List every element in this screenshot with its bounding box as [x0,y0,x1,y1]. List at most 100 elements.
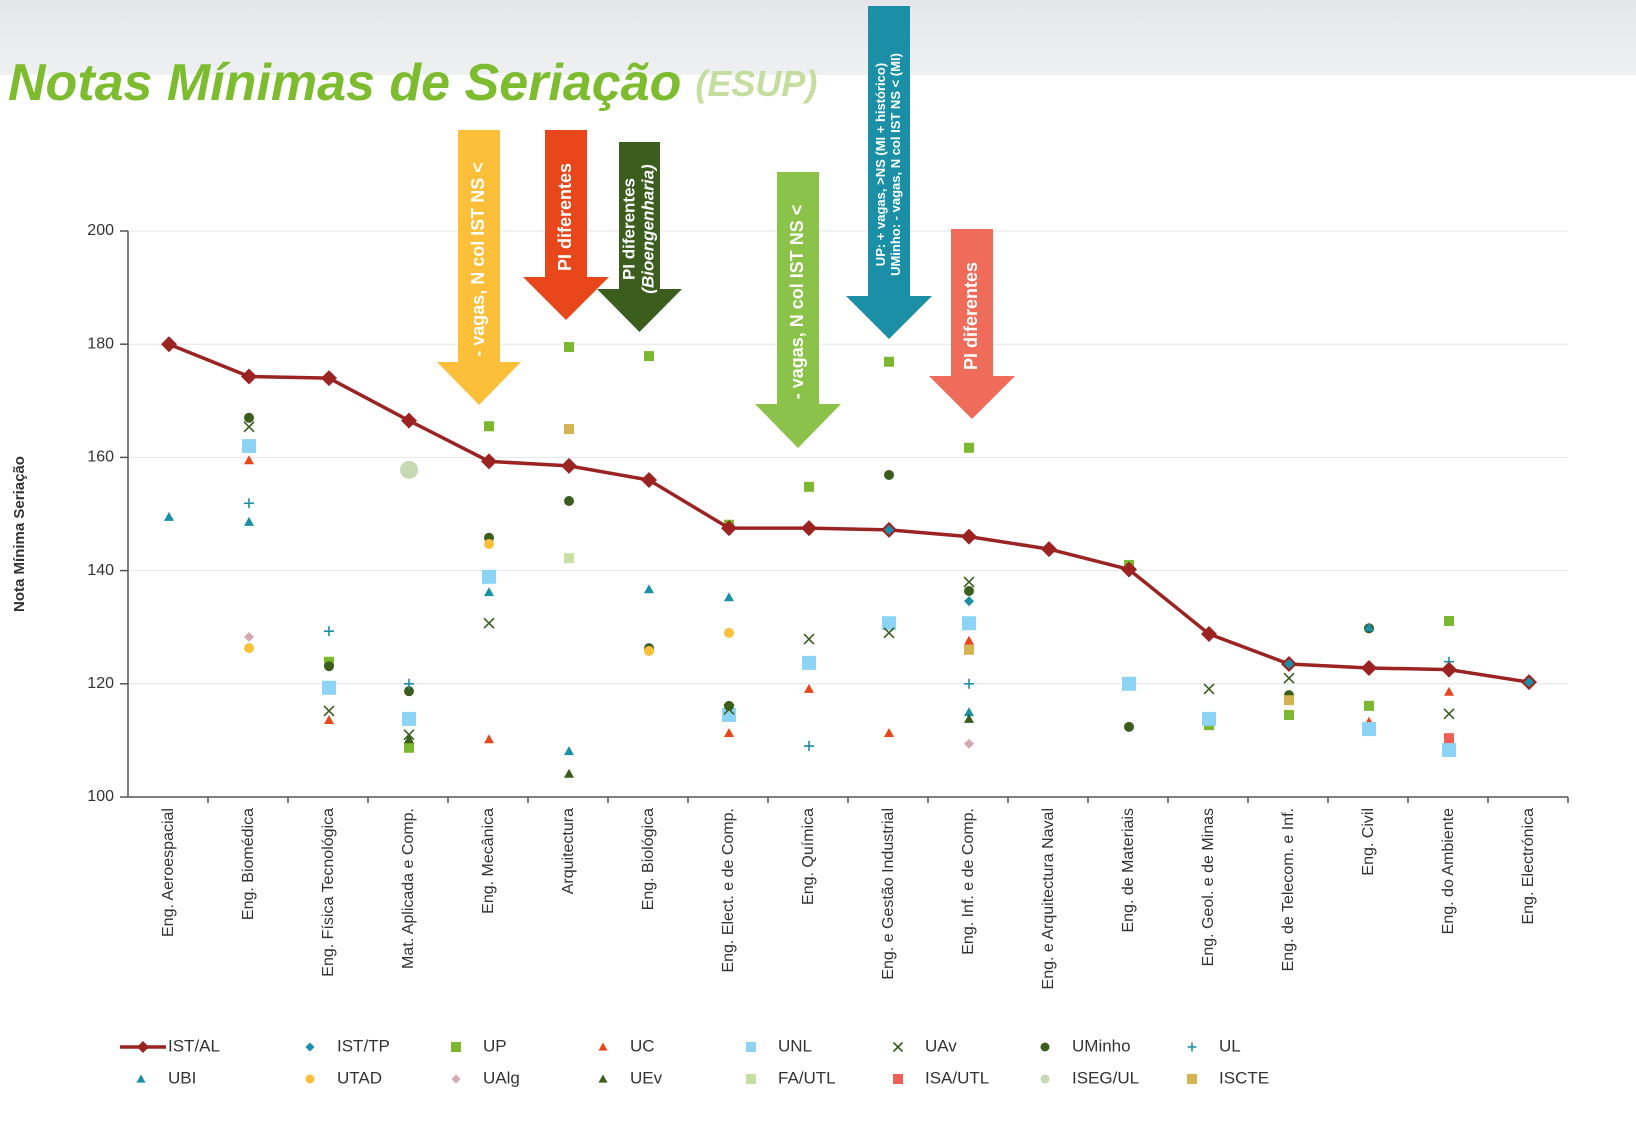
marker-plus [804,741,814,752]
marker-triangle [964,713,974,723]
x-tick-label: Eng. Electrónica [1520,808,1537,925]
legend-label: UBI [168,1068,196,1087]
marker-triangle [136,1074,146,1083]
marker-square [402,711,416,726]
marker-x [483,617,495,629]
marker-plus [964,678,974,689]
marker-square [451,1042,461,1052]
subtitle: (ESUP) [695,63,817,104]
marker-circle [564,495,574,506]
marker-square [746,1042,756,1052]
marker-square [564,342,574,353]
marker-diamond [964,596,974,607]
marker-x [1443,708,1455,720]
legend-label: UEv [630,1068,663,1087]
marker-circle [244,643,254,654]
x-tick-label: Eng. Aeroespacial [160,808,177,937]
marker-square [804,481,814,492]
x-tick-label: Eng. de Telecom. e Inf. [1280,808,1297,971]
marker-circle [400,460,418,479]
marker-diamond [1441,661,1457,678]
marker-x [963,576,975,588]
marker-triangle [404,734,414,744]
marker-circle [305,1074,315,1084]
marker-diamond [961,528,977,545]
marker-square [322,680,336,695]
marker-square [564,553,574,564]
legend-label: FA/UTL [778,1068,836,1087]
y-axis-label: Nota Mínima Seriação [11,456,28,612]
marker-x [883,627,895,639]
annotation-text: (Bioengenharia) [638,164,657,294]
legend-label: UC [630,1036,655,1055]
marker-diamond [721,520,737,537]
y-tick-label: 200 [87,222,114,239]
marker-diamond [884,524,894,535]
marker-triangle [564,746,574,756]
y-tick-label: 100 [87,788,114,805]
marker-plus [1187,1042,1197,1052]
marker-triangle [598,1042,608,1051]
marker-triangle [1364,622,1374,632]
marker-triangle [244,516,254,526]
marker-diamond [321,370,337,387]
annotation-arrow [523,130,609,320]
marker-square [1444,615,1454,626]
marker-square [884,356,894,367]
marker-triangle [1444,686,1454,696]
annotation-text: - vagas, N col IST NS < [468,162,488,357]
x-tick-label: Eng. de Materiais [1120,808,1137,933]
marker-square [964,442,974,453]
y-tick-label: 120 [87,675,114,692]
marker-square [1284,709,1294,720]
marker-square [1442,743,1456,758]
x-tick-label: Eng. Geol. e de Minas [1200,808,1217,966]
marker-diamond [241,368,257,385]
x-tick-label: Arquitectura [560,808,577,894]
marker-triangle [244,455,254,465]
marker-circle [484,538,494,549]
marker-triangle [644,584,654,594]
legend-label: ISCTE [1219,1068,1269,1087]
marker-diamond [1524,677,1534,688]
marker-diamond [161,336,177,353]
marker-plus [244,498,254,509]
legend-label: UL [1219,1036,1241,1055]
marker-square [1202,711,1216,726]
y-tick-label: 180 [87,335,114,352]
marker-circle [244,412,254,423]
marker-x [1203,683,1215,695]
marker-diamond [244,631,254,642]
legend-label: UAv [925,1036,957,1055]
marker-square [802,655,816,670]
marker-diamond [137,1041,149,1053]
marker-diamond [964,738,974,749]
x-tick-label: Eng. Civil [1360,808,1377,876]
marker-triangle [564,768,574,778]
annotation-text: PI diferentes [619,178,638,280]
marker-circle [964,585,974,596]
x-tick-label: Eng. Química [800,808,817,905]
legend-label: UAlg [483,1068,520,1087]
marker-square [962,616,976,631]
legend-label: IST/TP [337,1036,390,1055]
marker-x [803,633,815,645]
marker-triangle [164,511,174,521]
marker-triangle [884,728,894,738]
marker-square [1122,676,1136,691]
marker-square [1187,1074,1197,1084]
marker-square [564,424,574,435]
annotation-text: UP: + vagas, >NS (MI + histórico) [873,63,888,266]
marker-triangle [484,587,494,597]
marker-square [644,351,654,362]
annotation-text: PI diferentes [961,262,981,370]
legend-label: ISA/UTL [925,1068,989,1087]
marker-circle [724,627,734,638]
marker-circle [724,700,734,711]
annotation-arrow [846,6,932,339]
marker-diamond [1121,561,1137,578]
legend-label: UP [483,1036,507,1055]
x-tick-label: Eng. Elect. e de Comp. [720,808,737,973]
marker-x [243,421,255,433]
